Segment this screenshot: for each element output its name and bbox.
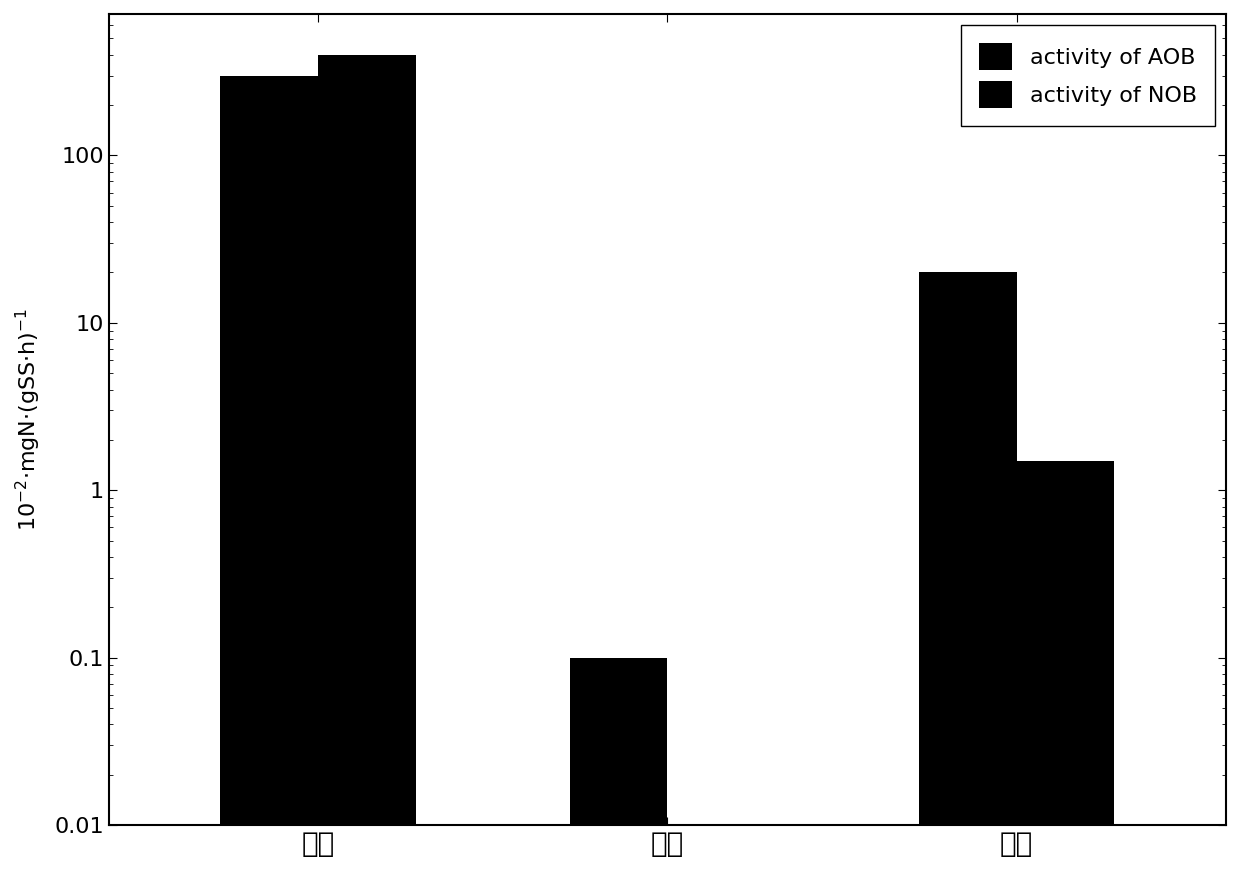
Bar	[569, 657, 667, 872]
Bar	[667, 833, 765, 872]
Y-axis label: $10^{-2}$$\cdot$mgN$\cdot$(gSS$\cdot$h)$^{-1}$: $10^{-2}$$\cdot$mgN$\cdot$(gSS$\cdot$h)$…	[14, 308, 43, 531]
Bar	[319, 55, 415, 872]
Bar	[221, 76, 319, 872]
Bar	[919, 272, 1017, 872]
Legend: activity of AOB, activity of NOB: activity of AOB, activity of NOB	[961, 25, 1215, 126]
Bar	[1017, 460, 1115, 872]
